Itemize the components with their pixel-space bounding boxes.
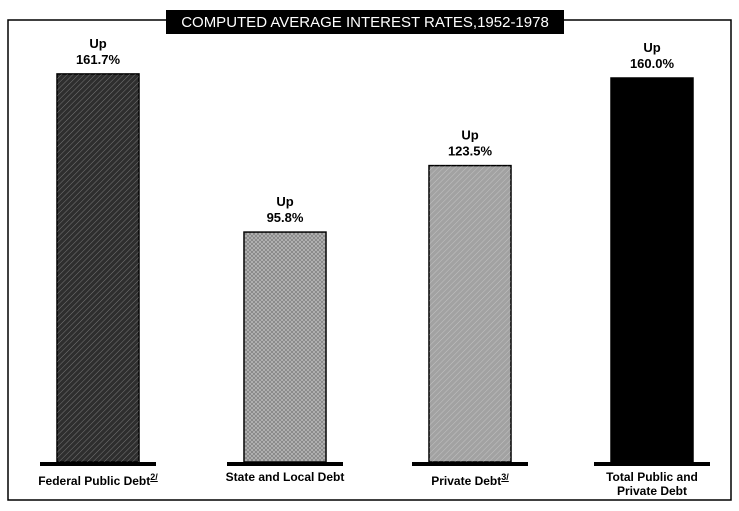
x-tick-label: Total Public and Private Debt bbox=[602, 470, 702, 498]
category-text: Private Debt bbox=[431, 474, 502, 488]
title-box bbox=[166, 10, 564, 34]
chart-title: COMPUTED AVERAGE INTEREST RATES,1952-197… bbox=[181, 14, 549, 31]
footnote-mark: 3/ bbox=[501, 472, 509, 482]
x-tick-label: Private Debt3/ bbox=[395, 470, 545, 488]
footnote-mark: 2/ bbox=[150, 472, 158, 482]
value-label: Up bbox=[89, 36, 106, 51]
value-label: Up bbox=[461, 128, 478, 143]
value-label: Up bbox=[276, 194, 293, 209]
value-label: 160.0% bbox=[630, 56, 675, 71]
x-tick-label: State and Local Debt bbox=[210, 470, 360, 484]
bar-texture bbox=[244, 232, 326, 462]
category-text: Federal Public Debt bbox=[38, 474, 151, 488]
value-label: 161.7% bbox=[76, 52, 121, 67]
category-text: Total Public and Private Debt bbox=[606, 470, 698, 498]
bar-texture bbox=[429, 165, 511, 462]
x-tick-label: Federal Public Debt2/ bbox=[23, 470, 173, 488]
value-label: Up bbox=[643, 40, 660, 55]
bar bbox=[610, 77, 694, 463]
value-label: 123.5% bbox=[448, 144, 493, 159]
category-text: State and Local Debt bbox=[225, 470, 345, 484]
bar-texture bbox=[57, 73, 139, 463]
value-label: 95.8% bbox=[267, 210, 304, 225]
